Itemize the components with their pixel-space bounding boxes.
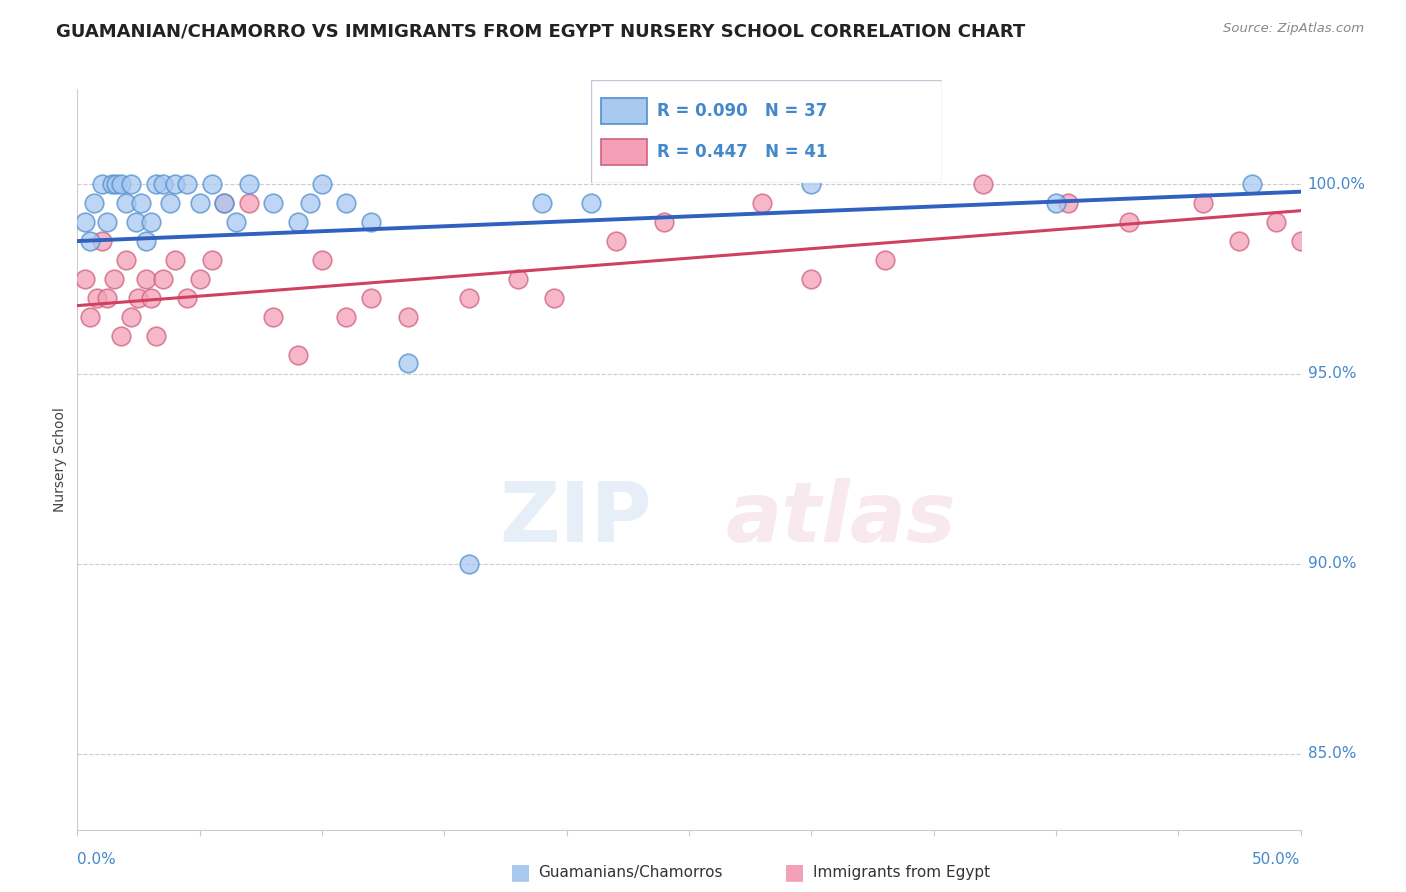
Point xyxy=(73,215,96,229)
Point xyxy=(73,272,96,286)
Point xyxy=(90,177,112,191)
Point xyxy=(127,291,149,305)
Text: atlas: atlas xyxy=(725,478,956,559)
Point xyxy=(135,272,157,286)
Point xyxy=(79,310,101,324)
Text: 100.0%: 100.0% xyxy=(1308,177,1365,192)
Text: 90.0%: 90.0% xyxy=(1308,557,1355,571)
Point xyxy=(212,196,235,211)
Point xyxy=(972,177,994,191)
Point xyxy=(396,355,419,369)
Point xyxy=(1240,177,1263,191)
Point xyxy=(335,310,357,324)
Text: 50.0%: 50.0% xyxy=(1253,852,1301,867)
Point xyxy=(120,310,142,324)
Text: 85.0%: 85.0% xyxy=(1308,746,1355,761)
Point xyxy=(100,177,122,191)
Text: 0.0%: 0.0% xyxy=(77,852,117,867)
Point xyxy=(262,310,284,324)
Point xyxy=(105,177,128,191)
Point xyxy=(238,196,260,211)
Text: Immigrants from Egypt: Immigrants from Egypt xyxy=(813,865,990,880)
Point xyxy=(103,272,125,286)
Point xyxy=(135,234,157,248)
Text: Guamanians/Chamorros: Guamanians/Chamorros xyxy=(538,865,723,880)
Point xyxy=(579,196,602,211)
Text: GUAMANIAN/CHAMORRO VS IMMIGRANTS FROM EGYPT NURSERY SCHOOL CORRELATION CHART: GUAMANIAN/CHAMORRO VS IMMIGRANTS FROM EG… xyxy=(56,22,1025,40)
Point xyxy=(457,557,479,571)
Point xyxy=(125,215,148,229)
Point xyxy=(360,215,382,229)
Point xyxy=(1057,196,1080,211)
Point xyxy=(360,291,382,305)
Bar xyxy=(602,139,647,165)
Point xyxy=(1045,196,1067,211)
Point xyxy=(311,253,333,268)
Point xyxy=(176,291,198,305)
Y-axis label: Nursery School: Nursery School xyxy=(53,407,67,512)
Point xyxy=(96,291,118,305)
Point xyxy=(506,272,529,286)
Point xyxy=(1289,234,1312,248)
Point xyxy=(110,177,132,191)
Point xyxy=(605,234,627,248)
Text: ■: ■ xyxy=(785,863,804,882)
Point xyxy=(176,177,198,191)
Text: R = 0.447   N = 41: R = 0.447 N = 41 xyxy=(657,143,828,161)
Point xyxy=(115,253,138,268)
Point xyxy=(110,329,132,343)
Point xyxy=(396,310,419,324)
Point xyxy=(457,291,479,305)
Point xyxy=(543,291,565,305)
Point xyxy=(115,196,138,211)
Point xyxy=(83,196,105,211)
Point xyxy=(96,215,118,229)
Point xyxy=(800,272,823,286)
Point xyxy=(1265,215,1288,229)
Point xyxy=(188,196,211,211)
Point xyxy=(165,177,187,191)
Point xyxy=(86,291,108,305)
Point xyxy=(287,348,309,362)
Point xyxy=(212,196,235,211)
Point xyxy=(159,196,181,211)
Point xyxy=(201,177,224,191)
Text: ■: ■ xyxy=(510,863,530,882)
Point xyxy=(188,272,211,286)
Point xyxy=(225,215,247,229)
Point xyxy=(873,253,896,268)
Point xyxy=(531,196,554,211)
Point xyxy=(1229,234,1251,248)
Point xyxy=(145,177,167,191)
Point xyxy=(152,177,174,191)
Point xyxy=(165,253,187,268)
Text: 95.0%: 95.0% xyxy=(1308,367,1355,382)
Text: R = 0.090   N = 37: R = 0.090 N = 37 xyxy=(657,102,828,120)
Point xyxy=(1191,196,1213,211)
Point xyxy=(335,196,357,211)
Point xyxy=(654,215,676,229)
Point xyxy=(90,234,112,248)
Point xyxy=(201,253,224,268)
Point xyxy=(751,196,773,211)
Point xyxy=(79,234,101,248)
Point xyxy=(145,329,167,343)
Point xyxy=(120,177,142,191)
Point xyxy=(287,215,309,229)
Point xyxy=(139,215,162,229)
Point xyxy=(238,177,260,191)
Point xyxy=(311,177,333,191)
Point xyxy=(262,196,284,211)
Text: Source: ZipAtlas.com: Source: ZipAtlas.com xyxy=(1223,22,1364,36)
Text: ZIP: ZIP xyxy=(499,478,652,559)
Point xyxy=(800,177,823,191)
Point xyxy=(1118,215,1140,229)
Point xyxy=(139,291,162,305)
Point xyxy=(152,272,174,286)
Point xyxy=(129,196,152,211)
Point xyxy=(298,196,321,211)
Bar xyxy=(602,98,647,124)
